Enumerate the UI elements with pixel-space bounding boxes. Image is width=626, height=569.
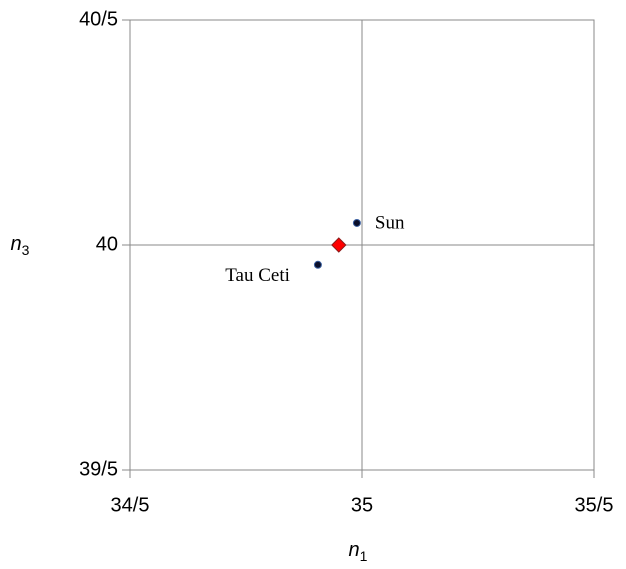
axis-symbol: n <box>349 539 360 561</box>
y-tick-label: 40/5 <box>79 8 118 30</box>
x-tick-label: 35 <box>351 494 373 516</box>
x-tick-label: 34/5 <box>111 494 150 516</box>
highlight-marker <box>331 237 347 253</box>
y-tick-label: 39/5 <box>79 458 118 480</box>
axis-subscript: 3 <box>22 242 30 258</box>
axis-subscript: 1 <box>360 548 368 564</box>
x-tick-label: 35/5 <box>575 494 614 516</box>
point-label: Sun <box>375 212 405 233</box>
x-axis-label: n1 <box>349 539 368 563</box>
axis-symbol: n <box>11 233 22 255</box>
point <box>313 260 322 269</box>
y-axis-label: n3 <box>11 233 30 257</box>
point-label: Tau Ceti <box>225 265 290 286</box>
point <box>352 218 361 227</box>
y-tick-label: 40 <box>96 233 118 255</box>
